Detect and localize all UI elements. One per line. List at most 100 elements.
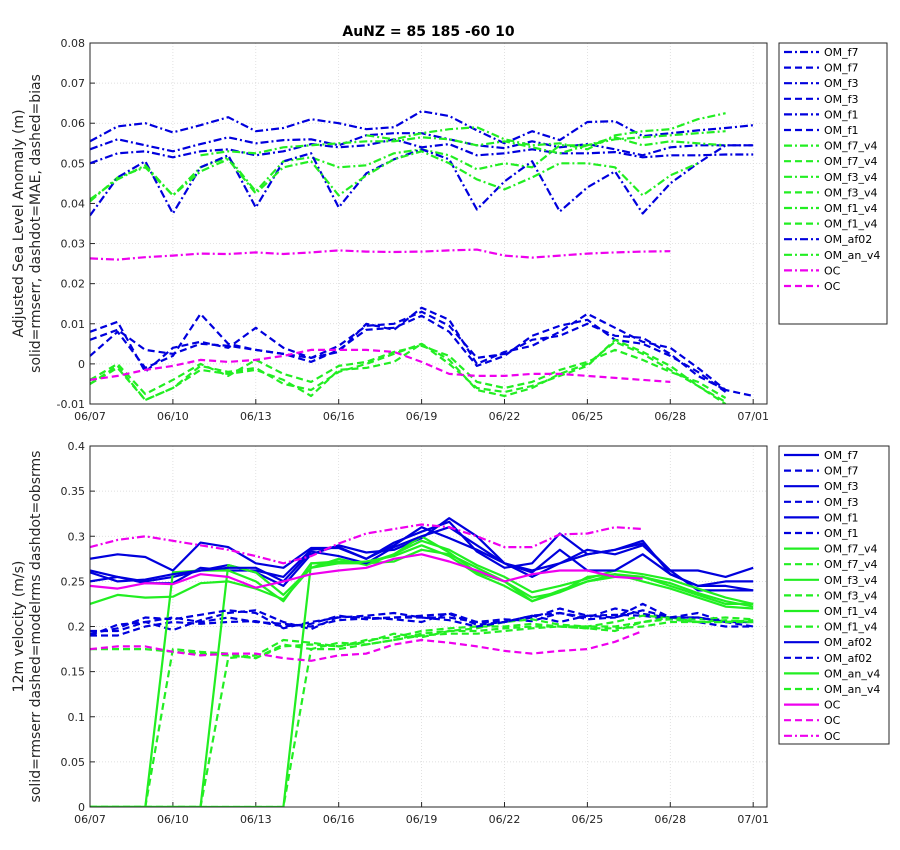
legend-entry: OM_f3 bbox=[824, 480, 859, 493]
x-tick-label: 06/22 bbox=[489, 410, 521, 423]
legend-entry: OM_f1_v4 bbox=[824, 202, 878, 215]
legend-entry: OM_f1 bbox=[824, 527, 859, 540]
chart-panel-2: 0 0.05 0.1 0.15 0.2 0.25 0.3 0.35 0.4 06/07 06/10 0… bbox=[11, 440, 890, 826]
legend-entry: OM_f1_v4 bbox=[824, 218, 878, 231]
y-tick-label: 0.4 bbox=[68, 440, 86, 453]
y-tick-label: 0 bbox=[78, 358, 85, 371]
legend-entry: OM_f3_v4 bbox=[824, 589, 878, 602]
legend-entry: OC bbox=[824, 280, 841, 293]
chart-title: AuNZ = 85 185 -60 10 bbox=[342, 24, 515, 40]
y-axis-label: solid=rmserr dashed=modelrms dashdot=obs… bbox=[28, 451, 44, 803]
y-tick-label: 0.05 bbox=[61, 756, 86, 769]
legend-entry: OM_an_v4 bbox=[824, 683, 880, 696]
y-tick-label: 0.01 bbox=[61, 318, 86, 331]
legend-entry: OM_f1 bbox=[824, 124, 859, 137]
legend-entry: OM_f3 bbox=[824, 77, 859, 90]
x-tick-label: 06/13 bbox=[240, 410, 272, 423]
y-tick-label: 0.02 bbox=[61, 278, 86, 291]
series-line-om-af02 bbox=[90, 609, 754, 635]
series-line-om-f7 bbox=[90, 110, 754, 145]
legend-entry: OC bbox=[824, 730, 841, 743]
series-line-om-f7 bbox=[90, 306, 754, 398]
x-tick-label: 07/01 bbox=[737, 410, 769, 423]
series-group bbox=[90, 110, 754, 404]
series-group bbox=[90, 517, 754, 807]
legend-entry: OC bbox=[824, 699, 841, 712]
legend-entry: OM_f3 bbox=[824, 93, 859, 106]
legend: OM_f7 OM_f7 OM_f3 OM_f3 OM_f1 OM_f1 OM_f7_v4 OM… bbox=[778, 445, 890, 745]
legend-entry: OM_f7 bbox=[824, 449, 859, 462]
y-axis-label: solid=rmserr, dashdot=MAE, dashed=bias bbox=[28, 74, 44, 373]
legend-entry: OM_f3 bbox=[824, 496, 859, 509]
legend-box bbox=[778, 42, 888, 325]
x-tick-label: 06/16 bbox=[323, 410, 355, 423]
legend-entry: OM_f1_v4 bbox=[824, 605, 878, 618]
legend-entry: OM_af02 bbox=[824, 652, 872, 665]
chart-panel-1: -0.01 0 0.01 0.02 0.03 0.04 0.05 0.06 0.07 0.08 06… bbox=[11, 24, 888, 423]
legend-entry: OM_f1_v4 bbox=[824, 621, 878, 634]
series-line-om-f3 bbox=[90, 526, 754, 587]
x-tick-label: 06/19 bbox=[406, 410, 438, 423]
legend-entry: OM_f3_v4 bbox=[824, 186, 878, 199]
x-tick-label: 06/25 bbox=[572, 813, 604, 826]
legend-entry: OM_f7 bbox=[824, 46, 859, 59]
y-tick-label: 0.07 bbox=[61, 77, 86, 90]
x-tick-label: 06/10 bbox=[157, 813, 189, 826]
axes-box bbox=[89, 445, 768, 808]
series-line-om-f3-v4 bbox=[90, 618, 754, 807]
series-line-om-an-v4 bbox=[90, 620, 754, 807]
series-line-oc bbox=[90, 553, 643, 590]
series-line-om-f1-v4 bbox=[90, 136, 726, 203]
legend-entry: OM_an_v4 bbox=[824, 249, 880, 262]
series-line-om-f3 bbox=[90, 310, 727, 391]
legend-entry: OM_f1 bbox=[824, 108, 859, 121]
series-line-om-f7-v4 bbox=[90, 539, 754, 605]
legend-entry: OM_f7_v4 bbox=[824, 155, 878, 168]
series-line-om-f7-v4 bbox=[90, 616, 754, 660]
y-tick-label: 0.05 bbox=[61, 157, 86, 170]
axes-box bbox=[89, 42, 768, 405]
y-tick-label: 0.3 bbox=[68, 530, 86, 543]
series-line-om-f7 bbox=[90, 607, 754, 637]
y-axis-label: Adjusted Sea Level Anomaly (m) bbox=[11, 109, 27, 337]
y-tick-label: 0.1 bbox=[68, 711, 86, 724]
y-tick-label: -0.01 bbox=[57, 398, 85, 411]
series-line-om-f1-v4 bbox=[90, 614, 754, 807]
series-line-om-an-v4 bbox=[90, 150, 699, 201]
series-line-om-f7-v4 bbox=[366, 112, 726, 151]
x-tick-label: 06/16 bbox=[323, 813, 355, 826]
x-tick-label: 06/25 bbox=[572, 410, 604, 423]
series-line-om-f3-v4 bbox=[90, 340, 727, 404]
legend-entry: OM_an_v4 bbox=[824, 667, 880, 680]
y-tick-label: 0.08 bbox=[61, 37, 86, 50]
x-tick-label: 06/28 bbox=[654, 813, 686, 826]
series-line-om-f3-v4 bbox=[200, 130, 726, 157]
legend: OM_f7 OM_f7 OM_f3 OM_f3 OM_f1 OM_f1 OM_f7_v4 OM… bbox=[778, 42, 888, 325]
y-tick-label: 0.06 bbox=[61, 117, 86, 130]
legend-entry: OM_f7_v4 bbox=[824, 140, 878, 153]
legend-entry: OM_f7 bbox=[824, 62, 859, 75]
series-line-om-f3 bbox=[90, 132, 754, 157]
legend-entry: OM_f7_v4 bbox=[824, 558, 878, 571]
series-line-om-f1 bbox=[90, 312, 727, 393]
series-line-om-an-v4 bbox=[90, 544, 754, 807]
x-tick-label: 06/28 bbox=[654, 410, 686, 423]
legend-entry: OC bbox=[824, 264, 841, 277]
legend-entry: OM_f7_v4 bbox=[824, 543, 878, 556]
y-tick-label: 0.15 bbox=[61, 666, 86, 679]
plot-area bbox=[90, 446, 767, 807]
y-tick-label: 0.2 bbox=[68, 621, 86, 634]
x-tick-label: 06/13 bbox=[240, 813, 272, 826]
legend-entry: OM_f7 bbox=[824, 465, 859, 478]
series-line-om-af02 bbox=[90, 526, 754, 592]
y-tick-label: 0 bbox=[78, 801, 85, 814]
y-axis-label: 12m velocity (m/s) bbox=[11, 561, 27, 693]
y-tick-label: 0.35 bbox=[61, 485, 86, 498]
series-line-om-af02 bbox=[90, 144, 754, 217]
series-line-om-f3 bbox=[90, 607, 754, 633]
series-line-oc bbox=[90, 523, 643, 565]
x-tick-label: 06/07 bbox=[74, 813, 106, 826]
x-tick-label: 06/22 bbox=[489, 813, 521, 826]
legend-entry: OM_af02 bbox=[824, 233, 872, 246]
